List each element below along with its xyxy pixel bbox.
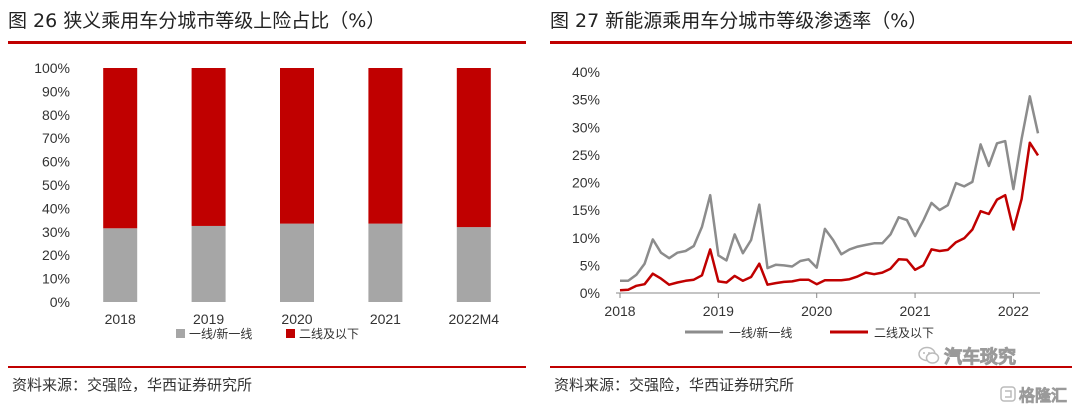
right-footer-rule [550,366,1072,368]
x-tick-label: 2019 [703,303,734,319]
bar-segment-tier2 [191,68,226,226]
y-tick-label: 70% [42,130,70,146]
bar-segment-tier1 [368,223,403,302]
y-tick-label: 25% [572,147,600,163]
x-tick-label: 2022 [998,303,1029,319]
y-tick-label: 100% [34,60,70,76]
bar-segment-tier1 [456,227,491,302]
bar-segment-tier2 [103,68,138,229]
y-tick-label: 90% [42,83,70,99]
right-title-rule [550,41,1072,44]
left-title-rule [8,41,526,44]
right-chart-title: 图 27 新能源乘用车分城市等级渗透率（%） [550,10,928,32]
legend-label-tier2: 二线及以下 [874,326,934,340]
bar-segment-tier1 [280,223,314,302]
y-tick-label: 10% [572,230,600,246]
x-tick-label: 2019 [193,311,224,327]
left-footer-rule [8,366,526,368]
x-tick-label: 2018 [604,303,635,319]
bar-segment-tier1 [191,225,226,302]
y-tick-label: 20% [42,247,70,263]
y-tick-label: 0% [580,285,600,301]
series-line-tier2 [619,141,1040,292]
x-tick-label: 2021 [370,311,401,327]
left-chart-title: 图 26 狭义乘用车分城市等级上险占比（%） [8,10,386,32]
y-tick-label: 50% [42,177,70,193]
legend-swatch-tier2 [286,329,295,338]
legend-label-tier1: 一线/新一线 [189,326,252,341]
y-tick-label: 0% [50,294,70,310]
y-tick-label: 15% [572,202,600,218]
bar-segment-tier2 [456,68,491,228]
wechat-account-name: 汽车琰究 [944,347,1017,369]
brand-logo-icon [1000,386,1016,402]
x-tick-label: 2020 [801,303,832,319]
y-tick-label: 40% [572,64,600,80]
y-tick-label: 5% [580,257,600,273]
legend-label-tier1: 一线/新一线 [729,325,792,340]
right-panel: 图 27 新能源乘用车分城市等级渗透率（%） 0% 5% 10% 15% 20% 25% 3… [550,0,1072,408]
brand-watermark: 格隆汇 [1000,382,1067,406]
y-tick-label: 40% [42,200,70,216]
left-panel: 图 26 狭义乘用车分城市等级上险占比（%） 0% 10% 20% 30% 40% 50%… [8,0,526,408]
right-source-note: 资料来源：交强险，华西证券研究所 [554,376,795,394]
left-source-note: 资料来源：交强险，华西证券研究所 [12,376,253,394]
y-tick-label: 35% [572,92,600,108]
legend-swatch-tier1 [176,329,185,338]
wechat-watermark: 汽车琰究 [918,344,1016,368]
legend-label-tier2: 二线及以下 [299,327,359,341]
bar-segment-tier1 [103,228,138,302]
y-tick-label: 20% [572,175,600,191]
brand-name: 格隆汇 [1019,386,1068,406]
y-tick-label: 30% [42,224,70,240]
x-tick-label: 2021 [899,303,930,319]
wechat-icon [918,346,940,364]
bar-segment-tier2 [368,68,403,224]
y-tick-label: 80% [42,107,70,123]
series-line-tier1 [620,95,1040,283]
x-tick-label: 2020 [281,311,312,327]
stacked-bar-chart: 0% 10% 20% 30% 40% 50% 60% 70% 80% 90% 100% 2018 201… [34,60,500,341]
y-tick-label: 60% [42,154,70,170]
y-tick-label: 30% [572,119,600,135]
x-tick-label: 2022M4 [449,311,500,327]
line-chart: 0% 5% 10% 15% 20% 25% 30% 35% 40% 2018 2019 2020 202… [572,64,1040,340]
bar-segment-tier2 [280,68,314,224]
y-tick-label: 10% [42,271,70,287]
x-tick-label: 2018 [105,311,136,327]
